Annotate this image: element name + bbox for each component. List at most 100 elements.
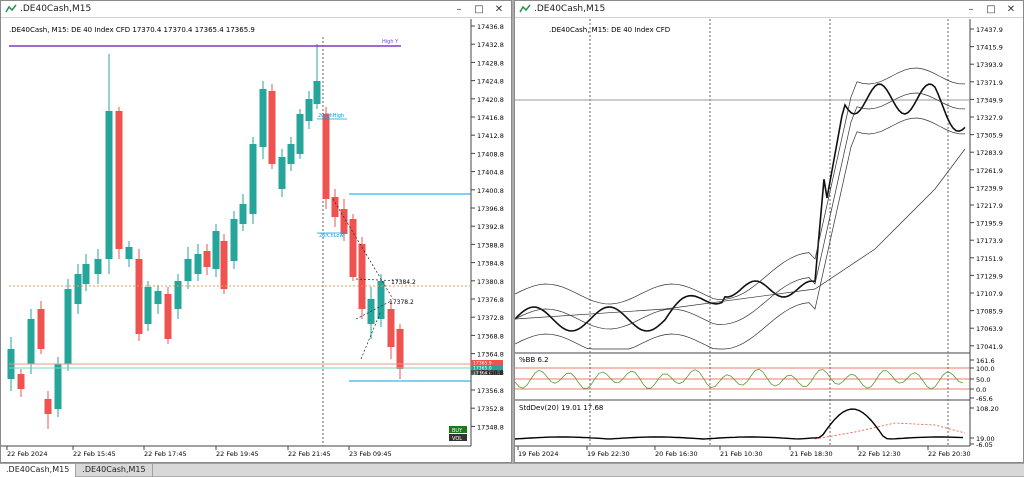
minimize-button[interactable]: – [968, 3, 974, 15]
price-tick-label: 17356.8 [477, 387, 504, 395]
fib-label: 17378.2 [389, 299, 414, 306]
candle-body [322, 114, 330, 199]
bollinger-middle [514, 92, 966, 330]
candle-body [296, 114, 304, 154]
price-tick-label: 17432.8 [477, 41, 504, 49]
channel-high-label: 20/ChHigh [318, 113, 344, 119]
candle-body [105, 111, 113, 259]
current-price-tag-label: 17364.4 [473, 370, 492, 376]
chart-window-right[interactable]: .DE40Cash,M15 – □ ✕ .DE40Cash, M15: DE 4… [514, 0, 1024, 463]
candlestick-chart[interactable]: .DE40Cash, M15: DE 40 Index CFD 17370.4 … [1, 19, 511, 462]
candle-body [239, 204, 247, 224]
chart-tab[interactable]: .DE40Cash,M15 [0, 464, 77, 477]
indicator-tick-label: 161.6 [976, 357, 995, 365]
candle-body [164, 294, 172, 339]
price-chart-left[interactable]: .DE40Cash, M15: DE 40 Index CFD 17370.4 … [1, 19, 511, 462]
candle-body [387, 309, 395, 347]
candle-body [268, 91, 276, 164]
candle-body [115, 111, 123, 249]
time-tick-label: 22 Feb 2024 [7, 450, 47, 458]
price-tick-label: 17396.8 [477, 205, 504, 213]
window-titlebar[interactable]: .DE40Cash,M15 – □ ✕ [515, 1, 1023, 18]
window-title: .DE40Cash,M15 [534, 4, 606, 14]
time-tick-label: 21 Feb 18:30 [790, 450, 833, 458]
maximize-button[interactable]: □ [986, 3, 996, 15]
candle-body [340, 209, 348, 234]
window-title: .DE40Cash,M15 [20, 4, 92, 14]
candle-body [184, 259, 192, 281]
price-tick-label: 17415.9 [976, 44, 1003, 52]
stddev-label: StdDev(20) 19.01 17.68 [519, 404, 603, 412]
price-tick-label: 17412.8 [477, 132, 504, 140]
candle-body [174, 281, 182, 309]
price-tick-label: 17416.8 [477, 114, 504, 122]
current-price-tag [471, 370, 503, 375]
vol-indicator-label: VOL [452, 436, 462, 442]
price-tick-label: 17372.8 [477, 314, 504, 322]
time-tick-label: 22 Feb 17:45 [144, 450, 187, 458]
close-button[interactable]: ✕ [494, 3, 504, 15]
chart-icon [519, 4, 531, 13]
price-tick-label: 17063.9 [976, 325, 1003, 333]
price-tick-label: 17173.9 [976, 237, 1003, 245]
indicator-tick-label: 0.0 [976, 386, 986, 394]
fib-label: 17384.2 [391, 279, 416, 286]
candle-body [305, 99, 313, 121]
candle-body [249, 144, 257, 214]
candle-body [358, 244, 366, 309]
candle-body [259, 89, 267, 147]
time-tick-label: 22 Feb 20:30 [928, 450, 971, 458]
time-tick-label: 22 Feb 15:45 [73, 450, 116, 458]
candle-body [377, 281, 385, 319]
price-tick-label: 17376.8 [477, 296, 504, 304]
price-tick-label: 17349.9 [976, 96, 1003, 104]
indicator-tick-label: 108.20 [976, 405, 999, 413]
price-tick-label: 17151.9 [976, 255, 1003, 263]
indicator-tick-label: 100.0 [976, 365, 995, 373]
price-tick-label: 17393.9 [976, 61, 1003, 69]
chart-icon [5, 4, 17, 13]
chart-tab-bar: .DE40Cash,M15 .DE40Cash,M15 [0, 463, 1024, 477]
price-tick-label: 17195.9 [976, 220, 1003, 228]
price-chart-right[interactable]: .DE40Cash, M15: DE 40 Index CFD %BB 6.2 … [514, 19, 1023, 462]
chart-tab[interactable]: .DE40Cash,M15 [76, 464, 153, 477]
price-tick-label: 17400.8 [477, 187, 504, 195]
candle-body [349, 219, 357, 277]
candle-body [125, 247, 133, 259]
price-tick-label: 17129.9 [976, 272, 1003, 280]
maximize-button[interactable]: □ [474, 3, 484, 15]
close-button[interactable]: ✕ [1006, 3, 1016, 15]
minimize-button[interactable]: – [456, 3, 462, 15]
chart-info-line: .DE40Cash, M15: DE 40 Index CFD [549, 26, 670, 34]
vol-indicator-box[interactable] [449, 434, 467, 441]
price-tick-label: 17348.8 [477, 423, 504, 431]
high-line-label: High Y [382, 39, 399, 45]
window-titlebar[interactable]: .DE40Cash,M15 – □ ✕ [1, 1, 511, 18]
time-tick-label: 19 Feb 2024 [518, 450, 558, 458]
chart-window-left[interactable]: .DE40Cash,M15 – □ ✕ .DE40Cash, M15: DE 4… [0, 0, 512, 463]
time-tick-label: 23 Feb 09:45 [349, 450, 392, 458]
price-series-line [514, 83, 966, 332]
candle-body [154, 291, 162, 304]
time-tick-label: 20 Feb 16:30 [655, 450, 698, 458]
fib-line [360, 310, 382, 360]
fib-line [355, 278, 402, 282]
bollinger-chart[interactable]: .DE40Cash, M15: DE 40 Index CFD %BB 6.2 … [514, 19, 1023, 462]
candle-body [64, 289, 72, 364]
price-tick-label: 17380.8 [477, 278, 504, 286]
candle-body [54, 364, 62, 409]
price-tick-label: 17436.8 [477, 23, 504, 31]
time-tick-label: 22 Feb 19:45 [216, 450, 259, 458]
price-tick-label: 17283.9 [976, 149, 1003, 157]
fib-line [355, 300, 392, 320]
candle-body [212, 231, 220, 269]
price-tick-label: 17408.8 [477, 150, 504, 158]
price-tick-label: 17305.9 [976, 132, 1003, 140]
price-tick-label: 17360.8 [477, 369, 504, 377]
buy-indicator-box[interactable] [449, 426, 467, 433]
price-tick-label: 17368.8 [477, 332, 504, 340]
time-tick-label: 22 Feb 21:45 [288, 450, 331, 458]
price-tick-label: 17388.8 [477, 241, 504, 249]
current-price-tag-label: 17365.9 [473, 360, 492, 366]
stddev-signal-line [814, 422, 966, 440]
